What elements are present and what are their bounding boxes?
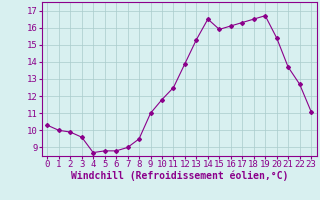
X-axis label: Windchill (Refroidissement éolien,°C): Windchill (Refroidissement éolien,°C) [70, 171, 288, 181]
